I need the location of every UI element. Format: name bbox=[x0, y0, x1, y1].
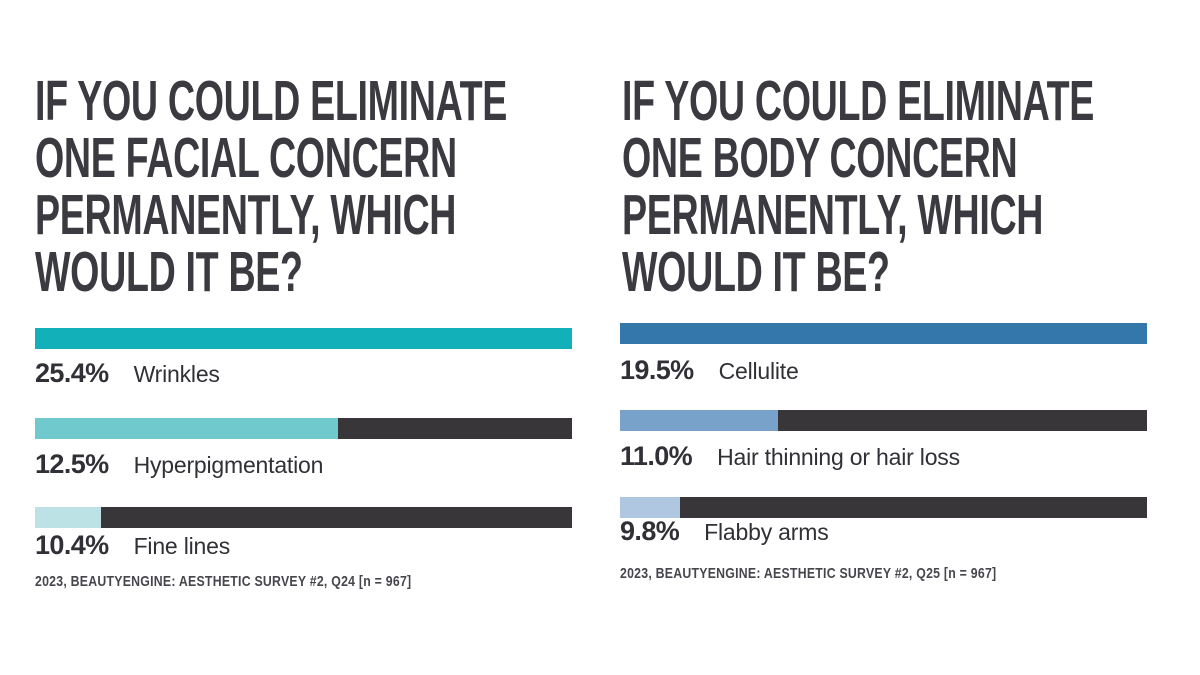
percent-value: 11.0% bbox=[620, 441, 693, 471]
bar-fill bbox=[35, 507, 102, 528]
bar-label: Fine lines bbox=[133, 533, 231, 559]
bar-row-flabby-arms bbox=[620, 497, 1147, 518]
body-panel-title: IF YOU COULD ELIMINATE ONE BODY CONCERN … bbox=[622, 73, 1094, 301]
bar-row-hyperpigmentation bbox=[35, 418, 572, 439]
title-line: ONE FACIAL CONCERN bbox=[35, 126, 457, 190]
title-line: WOULD IT BE? bbox=[622, 240, 890, 304]
caption-fine-lines: 10.4% Fine lines bbox=[35, 530, 230, 561]
bar-fill bbox=[620, 323, 1147, 344]
bar-label: Cellulite bbox=[718, 358, 799, 384]
bar-row-cellulite bbox=[620, 323, 1147, 344]
caption-wrinkles: 25.4% Wrinkles bbox=[35, 358, 220, 389]
bar-fill bbox=[35, 418, 339, 439]
title-line: IF YOU COULD ELIMINATE bbox=[35, 69, 508, 133]
bar-track bbox=[620, 497, 1147, 518]
bar-label: Hyperpigmentation bbox=[133, 452, 324, 478]
source-note: 2023, BEAUTYENGINE: AESTHETIC SURVEY #2,… bbox=[620, 565, 997, 582]
bar-label: Hair thinning or hair loss bbox=[717, 444, 960, 470]
percent-value: 12.5% bbox=[35, 449, 109, 479]
bar-row-hair-thinning bbox=[620, 410, 1147, 431]
bar-fill bbox=[35, 328, 572, 349]
title-line: PERMANENTLY, WHICH bbox=[35, 183, 457, 247]
title-line: WOULD IT BE? bbox=[35, 240, 303, 304]
bar-track bbox=[35, 507, 572, 528]
bar-label: Flabby arms bbox=[704, 519, 829, 545]
title-line: ONE BODY CONCERN bbox=[622, 126, 1018, 190]
caption-cellulite: 19.5% Cellulite bbox=[620, 355, 799, 386]
caption-hair-thinning: 11.0% Hair thinning or hair loss bbox=[620, 441, 960, 472]
caption-hyperpigmentation: 12.5% Hyperpigmentation bbox=[35, 449, 323, 480]
title-line: IF YOU COULD ELIMINATE bbox=[622, 69, 1095, 133]
percent-value: 9.8% bbox=[620, 516, 680, 546]
percent-value: 10.4% bbox=[35, 530, 109, 560]
percent-value: 19.5% bbox=[620, 355, 694, 385]
title-line: PERMANENTLY, WHICH bbox=[622, 183, 1044, 247]
bar-label: Wrinkles bbox=[133, 361, 220, 387]
percent-value: 25.4% bbox=[35, 358, 109, 388]
body-concern-panel: IF YOU COULD ELIMINATE ONE BODY CONCERN … bbox=[620, 0, 1147, 675]
bar-row-wrinkles bbox=[35, 328, 572, 349]
caption-flabby-arms: 9.8% Flabby arms bbox=[620, 516, 829, 547]
facial-concern-panel: IF YOU COULD ELIMINATE ONE FACIAL CONCER… bbox=[35, 0, 572, 675]
bar-fill bbox=[620, 497, 681, 518]
source-note: 2023, BEAUTYENGINE: AESTHETIC SURVEY #2,… bbox=[35, 573, 412, 590]
bar-row-fine-lines bbox=[35, 507, 572, 528]
facial-panel-title: IF YOU COULD ELIMINATE ONE FACIAL CONCER… bbox=[35, 73, 507, 301]
bar-fill bbox=[620, 410, 779, 431]
